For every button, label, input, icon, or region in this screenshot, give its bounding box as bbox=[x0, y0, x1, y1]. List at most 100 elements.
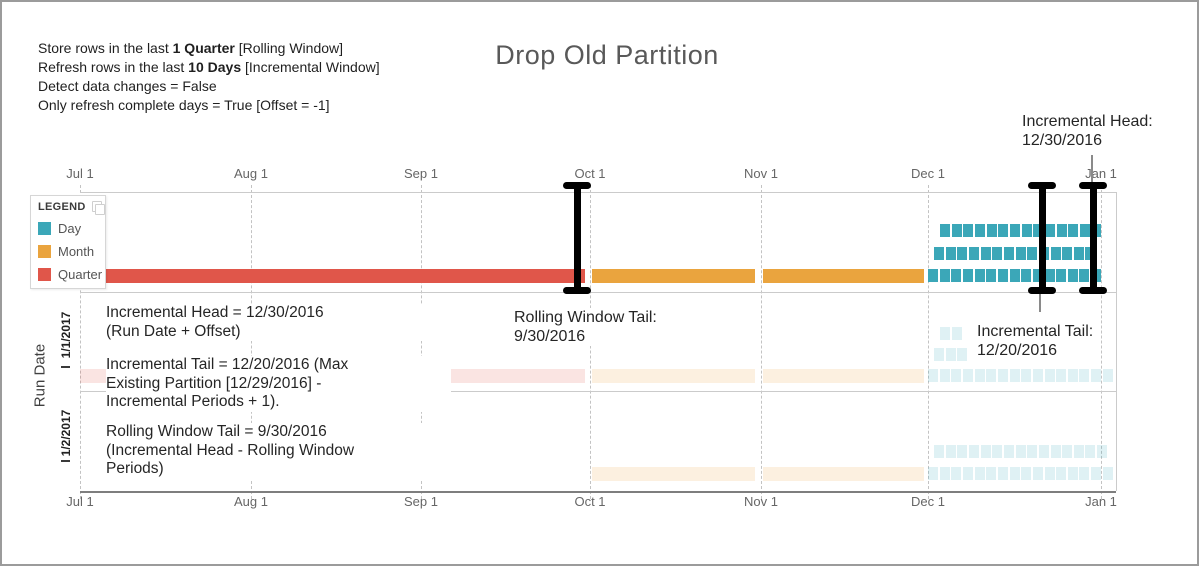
day-square[interactable] bbox=[1102, 467, 1113, 480]
day-square[interactable] bbox=[945, 445, 956, 458]
day-square[interactable] bbox=[1044, 269, 1055, 282]
day-square[interactable] bbox=[1027, 246, 1038, 260]
day-square[interactable] bbox=[1021, 224, 1032, 237]
day-square[interactable] bbox=[1009, 269, 1020, 282]
day-square[interactable] bbox=[940, 224, 950, 237]
day-square[interactable] bbox=[1056, 369, 1067, 382]
day-square[interactable] bbox=[997, 269, 1008, 282]
day-square[interactable] bbox=[1038, 445, 1049, 458]
day-square[interactable] bbox=[939, 467, 950, 480]
day-square[interactable] bbox=[1015, 246, 1026, 260]
day-square[interactable] bbox=[1044, 467, 1055, 480]
day-square[interactable] bbox=[1050, 246, 1061, 260]
day-square[interactable] bbox=[1079, 224, 1090, 237]
day-square[interactable] bbox=[968, 246, 979, 260]
day-square[interactable] bbox=[1032, 269, 1043, 282]
day-square[interactable] bbox=[939, 369, 950, 382]
day-square[interactable] bbox=[945, 347, 956, 361]
day-square[interactable] bbox=[1085, 445, 1096, 458]
day-square[interactable] bbox=[934, 246, 944, 260]
month-bar[interactable] bbox=[592, 369, 755, 383]
day-square[interactable] bbox=[1067, 269, 1078, 282]
day-square[interactable] bbox=[986, 269, 997, 282]
day-square[interactable] bbox=[968, 445, 979, 458]
day-square[interactable] bbox=[992, 445, 1003, 458]
day-square[interactable] bbox=[1067, 467, 1078, 480]
day-square[interactable] bbox=[940, 327, 950, 340]
day-square[interactable] bbox=[939, 269, 950, 282]
month-bar[interactable] bbox=[592, 269, 755, 283]
legend-pages-icon[interactable] bbox=[91, 201, 105, 215]
day-square[interactable] bbox=[1062, 246, 1073, 260]
day-square[interactable] bbox=[1050, 445, 1061, 458]
month-bar[interactable] bbox=[763, 269, 924, 283]
day-square[interactable] bbox=[934, 347, 944, 361]
day-square[interactable] bbox=[1079, 269, 1090, 282]
day-square[interactable] bbox=[974, 369, 985, 382]
quarter-bar[interactable] bbox=[80, 269, 585, 283]
day-square[interactable] bbox=[1015, 445, 1026, 458]
day-square[interactable] bbox=[1009, 467, 1020, 480]
day-square[interactable] bbox=[1056, 224, 1067, 237]
day-square[interactable] bbox=[1027, 445, 1038, 458]
day-square[interactable] bbox=[962, 467, 973, 480]
month-bar[interactable] bbox=[763, 467, 924, 481]
day-square[interactable] bbox=[1044, 369, 1055, 382]
day-square[interactable] bbox=[957, 347, 968, 361]
day-square[interactable] bbox=[1079, 467, 1090, 480]
day-square[interactable] bbox=[986, 224, 997, 237]
day-square[interactable] bbox=[1056, 269, 1067, 282]
day-square[interactable] bbox=[928, 467, 938, 480]
day-square[interactable] bbox=[951, 269, 962, 282]
day-square[interactable] bbox=[962, 369, 973, 382]
day-square[interactable] bbox=[1003, 445, 1014, 458]
day-square[interactable] bbox=[934, 445, 944, 458]
day-square[interactable] bbox=[951, 467, 962, 480]
legend-item-quarter[interactable]: Quarter bbox=[38, 267, 105, 282]
day-square[interactable] bbox=[974, 467, 985, 480]
day-square[interactable] bbox=[1062, 445, 1073, 458]
day-square[interactable] bbox=[980, 246, 991, 260]
day-square[interactable] bbox=[1021, 369, 1032, 382]
month-bar[interactable] bbox=[592, 467, 755, 481]
day-square[interactable] bbox=[998, 224, 1009, 237]
day-square[interactable] bbox=[945, 246, 956, 260]
day-square[interactable] bbox=[1079, 369, 1090, 382]
day-square[interactable] bbox=[1056, 467, 1067, 480]
day-square[interactable] bbox=[986, 467, 997, 480]
day-square[interactable] bbox=[980, 445, 991, 458]
day-square[interactable] bbox=[1091, 369, 1102, 382]
legend-item-month[interactable]: Month bbox=[38, 244, 105, 259]
day-square[interactable] bbox=[1009, 224, 1020, 237]
day-square[interactable] bbox=[963, 224, 974, 237]
day-square[interactable] bbox=[1021, 467, 1032, 480]
day-square[interactable] bbox=[928, 269, 938, 282]
day-square[interactable] bbox=[974, 224, 985, 237]
day-square[interactable] bbox=[1021, 269, 1032, 282]
day-square[interactable] bbox=[992, 246, 1003, 260]
day-square[interactable] bbox=[928, 369, 938, 382]
day-square[interactable] bbox=[1032, 467, 1043, 480]
day-square[interactable] bbox=[1033, 224, 1044, 237]
day-square[interactable] bbox=[1032, 369, 1043, 382]
day-square[interactable] bbox=[1003, 246, 1014, 260]
day-square[interactable] bbox=[957, 445, 968, 458]
day-square[interactable] bbox=[1102, 369, 1113, 382]
day-square[interactable] bbox=[962, 269, 973, 282]
day-square[interactable] bbox=[974, 269, 985, 282]
day-square[interactable] bbox=[997, 467, 1008, 480]
day-square[interactable] bbox=[1097, 445, 1108, 458]
day-square[interactable] bbox=[1009, 369, 1020, 382]
day-square[interactable] bbox=[986, 369, 997, 382]
day-square[interactable] bbox=[1073, 246, 1084, 260]
day-square[interactable] bbox=[1067, 369, 1078, 382]
month-bar[interactable] bbox=[763, 369, 924, 383]
day-square[interactable] bbox=[957, 246, 968, 260]
day-square[interactable] bbox=[951, 224, 962, 237]
day-square[interactable] bbox=[1068, 224, 1079, 237]
legend-item-day[interactable]: Day bbox=[38, 221, 105, 236]
day-square[interactable] bbox=[951, 327, 962, 340]
day-square[interactable] bbox=[1091, 467, 1102, 480]
day-square[interactable] bbox=[1073, 445, 1084, 458]
day-square[interactable] bbox=[951, 369, 962, 382]
